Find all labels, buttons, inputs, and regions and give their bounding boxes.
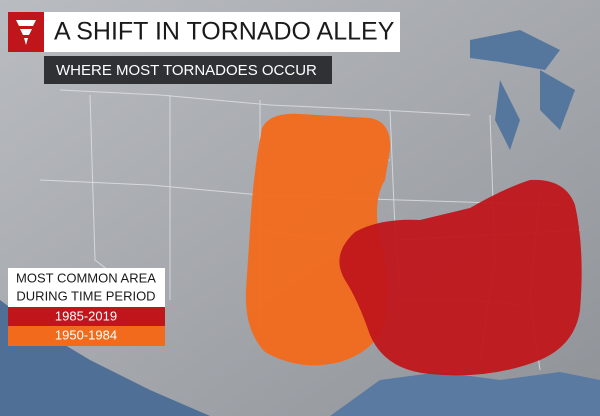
legend-title: MOST COMMON AREA — [16, 270, 156, 285]
subtitle: WHERE MOST TORNADOES OCCUR — [56, 62, 317, 79]
tornado-icon — [16, 20, 36, 45]
subtitle-box — [44, 56, 332, 84]
title-box — [8, 12, 400, 52]
legend-swatch — [8, 307, 165, 326]
title: A SHIFT IN TORNADO ALLEY — [54, 18, 395, 46]
legend-swatch — [8, 326, 165, 346]
legend-box — [8, 268, 165, 307]
great-lakes — [470, 30, 575, 150]
region-1950-1984 — [245, 113, 391, 366]
region-1985-2019 — [339, 179, 582, 376]
legend-label: 1985-2019 — [55, 308, 117, 323]
legend-label: 1950-1984 — [55, 327, 117, 342]
pacific-ocean — [0, 300, 210, 416]
legend-title: DURING TIME PERIOD — [16, 288, 155, 303]
gulf-of-mexico — [330, 372, 600, 416]
